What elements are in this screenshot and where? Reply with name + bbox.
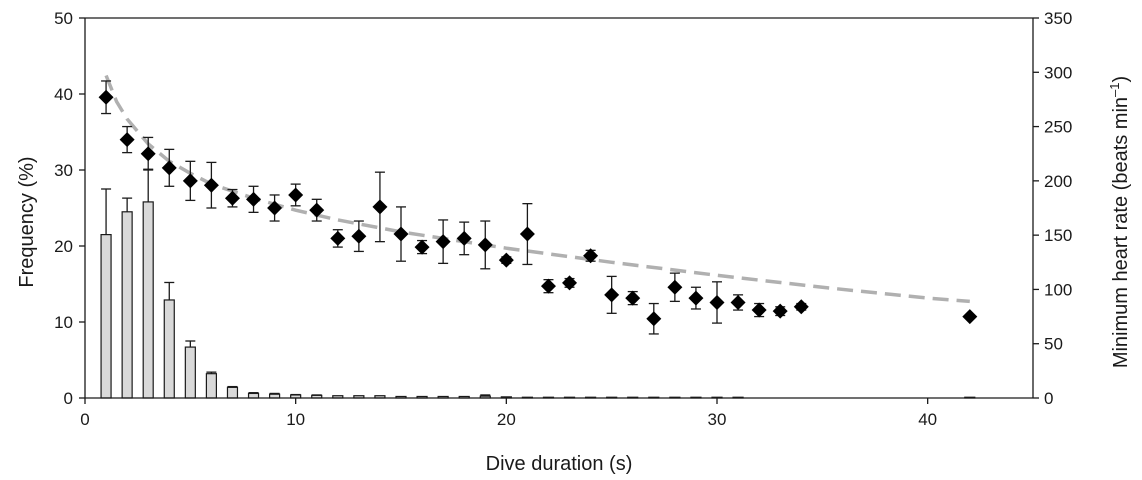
heart-rate-marker: [119, 132, 135, 148]
heart-rate-marker: [246, 191, 262, 207]
heart-rate-marker: [646, 311, 662, 327]
heart-rate-marker: [751, 302, 767, 318]
y-left-tick-label: 0: [64, 389, 73, 408]
heart-rate-marker: [203, 177, 219, 193]
heart-rate-marker: [709, 294, 725, 310]
x-tick-label: 30: [708, 410, 727, 429]
y-right-tick-label: 350: [1044, 9, 1072, 28]
frequency-bar: [121, 211, 133, 399]
x-tick-label: 10: [286, 410, 305, 429]
heart-rate-marker: [793, 299, 809, 315]
heart-rate-marker: [962, 309, 978, 325]
heart-rate-marker: [224, 190, 240, 206]
heart-rate-marker: [730, 294, 746, 310]
y-right-tick-label: 150: [1044, 226, 1072, 245]
frequency-bar: [142, 201, 154, 399]
heart-rate-marker: [583, 248, 599, 264]
heart-rate-marker: [604, 287, 620, 303]
heart-rate-marker: [498, 252, 514, 268]
heart-rate-marker: [393, 226, 409, 242]
frequency-bar: [247, 392, 260, 399]
axes-layer: 0 10 20 30 40 0 10 20 30 40 50 0 50 100 150 200 250 300 35…: [54, 9, 1072, 429]
heart-rate-marker: [772, 303, 788, 319]
heart-rate-marker: [372, 199, 388, 215]
fit-layer: [104, 74, 970, 304]
y-right-axis-title-sup: –1: [1107, 83, 1122, 97]
frequency-bar: [226, 386, 239, 399]
frequency-bar: [163, 299, 175, 399]
x-axis-title: Dive duration (s): [486, 453, 633, 475]
heart-rate-marker: [267, 200, 283, 216]
heart-rate-marker: [288, 187, 304, 203]
heart-rate-marker: [330, 230, 346, 246]
heart-rate-marker: [351, 228, 367, 244]
y-left-tick-label: 10: [54, 313, 73, 332]
y-left-tick-label: 40: [54, 85, 73, 104]
heart-rate-marker: [477, 237, 493, 253]
x-tick-label: 20: [497, 410, 516, 429]
x-tick-label: 0: [80, 410, 89, 429]
heart-rate-marker: [625, 290, 641, 306]
y-right-axis-title-close: ): [1110, 76, 1132, 83]
y-right-tick-label: 0: [1044, 389, 1053, 408]
y-right-tick-label: 200: [1044, 172, 1072, 191]
heart-rate-marker: [182, 173, 198, 189]
y-left-tick-label: 20: [54, 237, 73, 256]
y-right-tick-label: 100: [1044, 280, 1072, 299]
frequency-bar: [205, 373, 217, 399]
markers-layer: [98, 80, 978, 335]
heart-rate-marker: [414, 239, 430, 255]
fit-curve: [104, 74, 970, 304]
heart-rate-marker: [540, 278, 556, 294]
heart-rate-marker: [519, 226, 535, 242]
heart-rate-marker: [98, 89, 114, 105]
heart-rate-marker: [161, 160, 177, 176]
y-right-axis-title: Minimum heart rate (beats min–1): [1107, 76, 1132, 368]
heart-rate-marker: [435, 234, 451, 250]
y-left-tick-label: 50: [54, 9, 73, 28]
frequency-bar: [184, 346, 196, 399]
heart-rate-marker: [688, 290, 704, 306]
heart-rate-marker: [309, 202, 325, 218]
heart-rate-marker: [562, 275, 578, 291]
y-right-axis-title-main: Minimum heart rate (beats min: [1110, 97, 1132, 368]
heart-rate-marker: [140, 146, 156, 162]
y-left-tick-label: 30: [54, 161, 73, 180]
frequency-bar: [100, 234, 112, 399]
heart-rate-marker: [456, 230, 472, 246]
y-right-tick-label: 300: [1044, 63, 1072, 82]
y-right-tick-label: 250: [1044, 118, 1072, 137]
y-left-axis-title: Frequency (%): [16, 156, 38, 287]
heart-rate-marker: [667, 279, 683, 295]
y-right-tick-label: 50: [1044, 335, 1063, 354]
x-tick-label: 40: [918, 410, 937, 429]
